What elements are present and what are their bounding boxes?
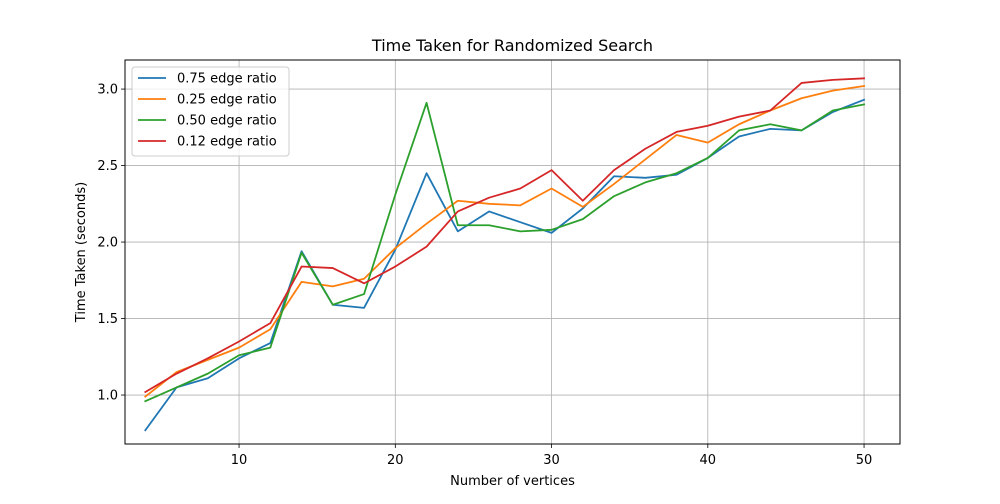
x-tick-label: 10 <box>231 453 248 468</box>
series-line-1 <box>144 84 866 398</box>
x-tick-label: 30 <box>543 453 560 468</box>
legend: 0.75 edge ratio 0.25 edge ratio 0.50 edge … <box>131 66 290 157</box>
legend-box <box>131 66 290 157</box>
legend-label-3: 0.12 edge ratio <box>177 135 277 150</box>
legend-label-0: 0.75 edge ratio <box>177 72 277 87</box>
series-line-0 <box>144 98 866 432</box>
legend-label-2: 0.50 edge ratio <box>177 114 277 129</box>
chart-title: Time Taken for Randomized Search <box>371 36 653 55</box>
y-tick-label: 2.5 <box>97 159 118 174</box>
x-tick-label: 20 <box>387 453 404 468</box>
x-tick-label: 50 <box>856 453 873 468</box>
series-lines <box>144 77 866 432</box>
y-tick-label: 2.0 <box>97 236 118 251</box>
grid-lines <box>125 60 900 444</box>
plot-area-frame <box>124 59 901 445</box>
series-line-2 <box>144 101 866 403</box>
y-tick-label: 3.0 <box>97 83 118 98</box>
series-line-3 <box>144 77 866 394</box>
legend-label-1: 0.25 edge ratio <box>177 93 277 108</box>
y-tick-label: 1.0 <box>97 389 118 404</box>
x-axis-ticks: 10 20 30 40 50 <box>231 444 873 468</box>
y-axis-label: Time Taken (seconds) <box>74 182 89 323</box>
y-tick-label: 1.5 <box>97 312 118 327</box>
x-tick-label: 40 <box>700 453 717 468</box>
x-axis-label: Number of vertices <box>450 474 575 489</box>
y-axis-ticks: 1.0 1.5 2.0 2.5 3.0 <box>97 83 125 404</box>
